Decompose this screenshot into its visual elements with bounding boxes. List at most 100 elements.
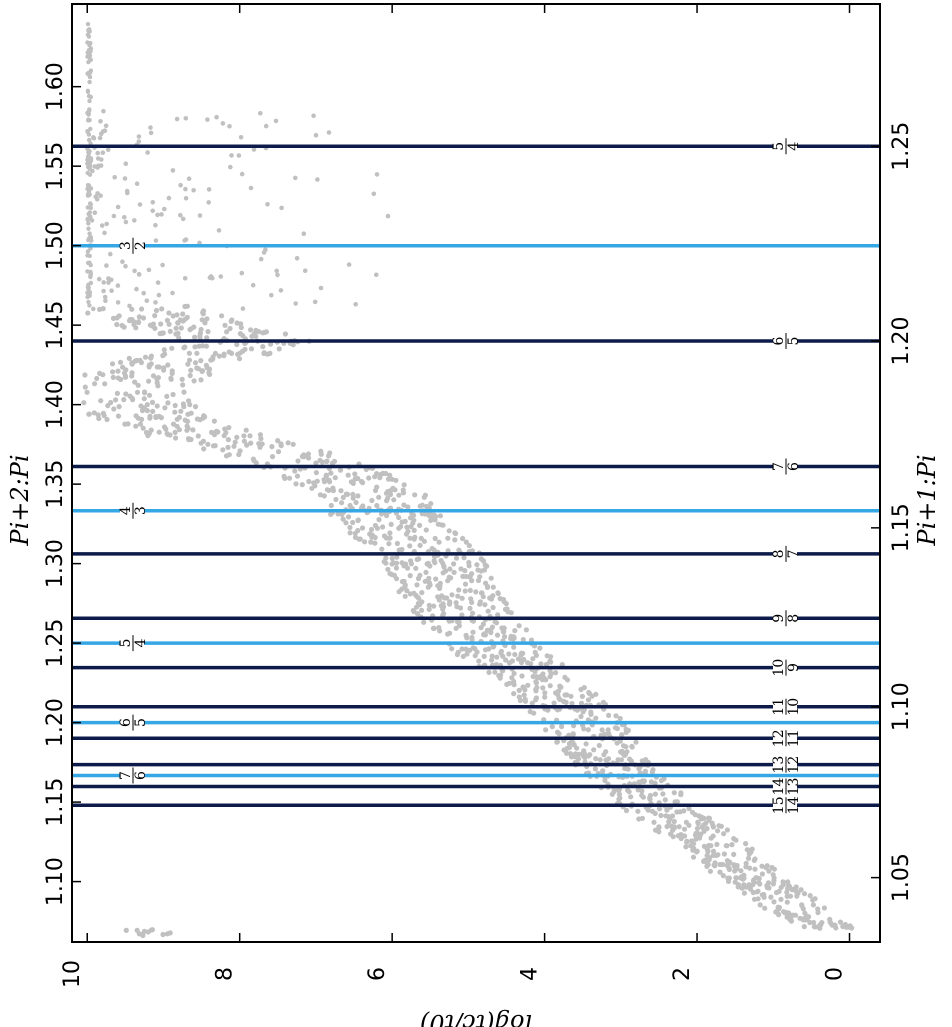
data-point (490, 604, 496, 611)
resonance-denominator: 6 (786, 462, 802, 471)
data-point (428, 501, 434, 507)
data-point (343, 520, 349, 526)
data-point (614, 740, 620, 746)
data-point (643, 757, 649, 763)
data-point (512, 651, 518, 658)
data-point (85, 40, 90, 45)
data-point (385, 566, 391, 572)
data-point (148, 361, 154, 367)
data-point (706, 842, 712, 849)
resonance-numerator: 5 (771, 142, 787, 151)
data-point (485, 608, 491, 614)
data-point (556, 731, 562, 737)
data-point (139, 306, 145, 312)
resonance-label-background (773, 457, 797, 476)
data-point (256, 441, 262, 447)
data-point (431, 547, 437, 553)
data-point (321, 493, 327, 499)
data-point (738, 868, 744, 874)
data-point (652, 791, 659, 797)
data-point (227, 325, 233, 332)
data-point (724, 862, 730, 869)
data-point (518, 652, 524, 658)
data-point (225, 444, 231, 450)
data-point (469, 599, 475, 606)
data-point (150, 323, 156, 329)
data-point (102, 128, 108, 133)
data-point (525, 682, 531, 688)
data-point (186, 350, 192, 356)
data-point (591, 747, 597, 753)
data-point (459, 646, 465, 652)
data-point (340, 516, 346, 522)
data-point (440, 570, 446, 576)
data-point (206, 370, 212, 376)
data-point (164, 317, 170, 323)
data-point (293, 481, 299, 487)
data-point (195, 366, 202, 372)
data-point (691, 845, 697, 852)
data-point (115, 375, 121, 381)
resonance-label-background (773, 729, 797, 748)
data-point (616, 791, 623, 798)
data-point (162, 206, 167, 212)
data-point (399, 586, 405, 592)
data-point (423, 569, 429, 576)
data-point (137, 421, 144, 427)
data-point (475, 577, 482, 584)
data-point (338, 488, 344, 494)
data-point (162, 351, 168, 357)
resonance-numerator: 6 (771, 336, 787, 345)
data-point (713, 852, 719, 859)
data-point (269, 292, 274, 298)
data-point (733, 875, 739, 881)
data-point (251, 147, 257, 152)
data-point (368, 539, 374, 545)
data-point (390, 485, 396, 491)
data-point (724, 827, 731, 833)
data-point (173, 325, 179, 331)
data-point (146, 378, 152, 384)
data-point (229, 317, 235, 323)
data-point (385, 213, 391, 219)
data-point (149, 399, 156, 405)
data-point (278, 441, 284, 447)
resonance-label-background (120, 634, 144, 653)
data-point (150, 373, 157, 379)
data-point (243, 427, 249, 433)
data-point (833, 925, 839, 931)
data-point (807, 893, 813, 899)
data-point (116, 313, 122, 319)
data-point (178, 325, 184, 331)
data-point (164, 431, 170, 437)
data-point (135, 415, 141, 421)
data-point (484, 583, 491, 590)
data-point (456, 623, 462, 629)
data-point (137, 202, 143, 207)
data-point (153, 414, 159, 421)
x-tick-label: 10 (60, 960, 85, 988)
data-point (522, 687, 528, 693)
data-point (402, 518, 408, 525)
data-point (226, 349, 232, 355)
resonance-label-background (773, 544, 797, 563)
data-point (183, 186, 188, 192)
data-point (501, 599, 507, 605)
data-point (381, 559, 387, 565)
data-point (95, 191, 100, 196)
data-point (486, 669, 492, 676)
data-point (771, 899, 777, 905)
data-point (419, 590, 425, 596)
data-point (260, 344, 266, 350)
resonance-label-background (773, 332, 797, 350)
data-point (470, 629, 476, 635)
data-point (431, 512, 437, 518)
data-point (352, 530, 358, 536)
data-point (242, 346, 248, 352)
data-point (359, 525, 366, 531)
data-point (132, 358, 138, 364)
data-point (374, 172, 380, 177)
